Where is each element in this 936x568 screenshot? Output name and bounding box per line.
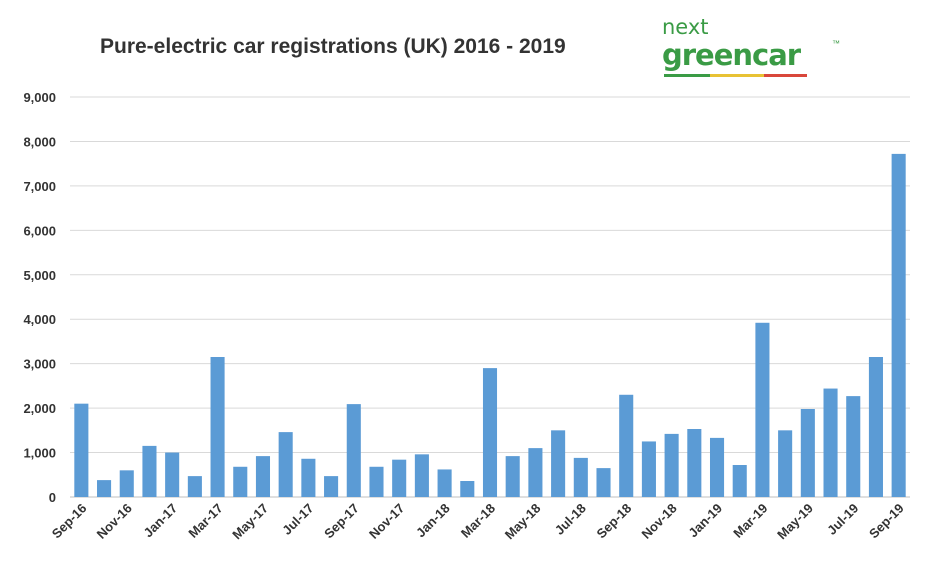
bar-Nov-17	[392, 459, 407, 497]
logo-next: next	[662, 15, 709, 39]
bar-Sep-18	[619, 394, 634, 497]
y-tick-label: 7,000	[23, 179, 56, 194]
bar-Aug-19	[868, 357, 883, 497]
x-tick-label: Sep-19	[866, 501, 907, 542]
x-tick-label: May-18	[502, 501, 544, 543]
bar-May-17	[255, 456, 271, 497]
y-tick-label: 0	[49, 490, 56, 505]
y-tick-label: 9,000	[23, 90, 56, 105]
y-tick-label: 6,000	[23, 223, 56, 238]
y-tick-label: 8,000	[23, 134, 56, 149]
bar-Mar-19	[755, 322, 770, 497]
x-tick-label: Nov-16	[94, 501, 135, 542]
x-tick-label: Jul-19	[824, 501, 861, 538]
bar-Apr-17	[233, 466, 248, 497]
x-tick-label: Jan-19	[685, 501, 725, 541]
logo-underline	[664, 74, 807, 77]
y-tick-label: 2,000	[23, 401, 56, 416]
x-tick-label: Jul-18	[552, 501, 589, 538]
logo-greencar: greencar	[662, 38, 801, 72]
bar-May-18	[528, 448, 543, 497]
bar-Feb-18	[460, 481, 475, 497]
x-tick-label: Nov-17	[366, 501, 407, 542]
x-tick-label: Sep-18	[594, 501, 635, 542]
bar-Jun-17	[278, 432, 293, 497]
bar-Apr-18	[505, 456, 520, 497]
bar-Dec-18	[687, 429, 702, 497]
bar-Jan-17	[165, 452, 180, 497]
bar-Oct-16	[97, 480, 112, 497]
bar-May-19	[800, 409, 815, 497]
bar-Oct-18	[641, 441, 656, 497]
bar-Apr-19	[778, 430, 793, 497]
y-tick-label: 4,000	[23, 312, 56, 327]
chart-title: Pure-electric car registrations (UK) 201…	[100, 35, 566, 58]
x-tick-label: Mar-18	[458, 501, 498, 541]
bar-Sep-19	[891, 153, 906, 497]
bar-Jul-18	[573, 457, 588, 497]
logo-tm: ™	[832, 39, 840, 48]
y-tick-label: 1,000	[23, 446, 56, 461]
x-tick-label: Jul-17	[279, 501, 316, 538]
bar-Aug-18	[596, 468, 611, 497]
bar-Nov-16	[119, 470, 134, 497]
bar-Sep-16	[74, 403, 89, 497]
nextgreencar-logo: next greencar ™	[662, 16, 852, 80]
x-tick-label: Jan-18	[413, 501, 453, 541]
bar-Sep-17	[346, 404, 361, 497]
bar-Feb-19	[732, 465, 747, 497]
x-tick-label: Nov-18	[638, 501, 679, 542]
bar-Nov-18	[664, 433, 679, 497]
x-tick-label: May-19	[774, 501, 816, 543]
bar-Mar-17	[210, 357, 225, 497]
x-tick-label: Sep-17	[321, 501, 362, 542]
y-tick-label: 3,000	[23, 357, 56, 372]
bar-Jun-19	[823, 388, 838, 497]
bar-Jun-18	[551, 430, 566, 497]
bar-Oct-17	[369, 466, 384, 497]
bar-Jan-19	[709, 437, 725, 497]
bar-Aug-17	[324, 476, 339, 497]
bar-Feb-17	[187, 476, 202, 497]
bar-Jul-17	[301, 458, 316, 497]
bar-Dec-16	[142, 445, 157, 497]
x-tick-label: Sep-16	[49, 501, 90, 542]
x-tick-label: Mar-19	[730, 501, 770, 541]
bar-Jan-18	[437, 469, 452, 497]
bar-Dec-17	[414, 454, 429, 497]
x-tick-label: Jan-17	[141, 501, 181, 541]
x-tick-label: Mar-17	[185, 501, 225, 541]
bar-Mar-18	[482, 368, 498, 497]
bar-Jul-19	[846, 396, 861, 497]
y-tick-label: 5,000	[23, 268, 56, 283]
x-tick-label: May-17	[229, 501, 271, 543]
